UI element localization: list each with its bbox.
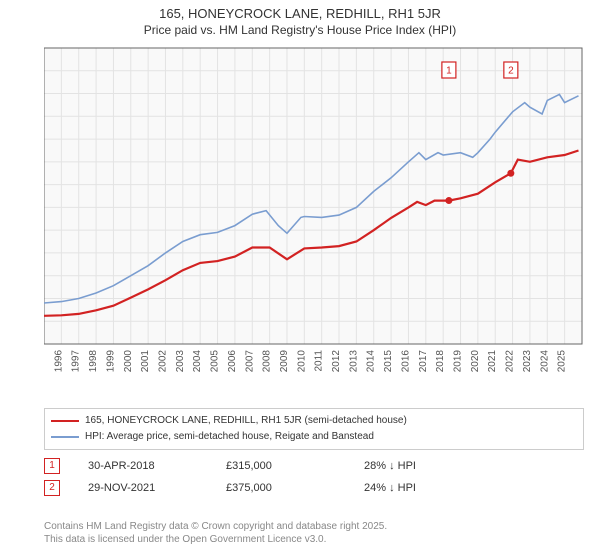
svg-text:1998: 1998 xyxy=(88,350,99,373)
legend-label-0: 165, HONEYCROCK LANE, REDHILL, RH1 5JR (… xyxy=(85,413,407,429)
svg-text:2011: 2011 xyxy=(314,350,325,372)
svg-text:2025: 2025 xyxy=(557,350,568,373)
svg-text:2021: 2021 xyxy=(487,350,498,373)
credits-line1: Contains HM Land Registry data © Crown c… xyxy=(44,520,387,533)
svg-text:2016: 2016 xyxy=(400,350,411,373)
trade-num-box-0: 1 xyxy=(44,458,60,474)
svg-text:2013: 2013 xyxy=(348,350,359,373)
svg-text:2: 2 xyxy=(508,66,514,77)
svg-text:1999: 1999 xyxy=(105,350,116,373)
trade-price-0: £315,000 xyxy=(226,460,336,472)
svg-text:2001: 2001 xyxy=(140,350,151,373)
trade-diff-1: 24% ↓ HPI xyxy=(364,482,474,494)
svg-text:1997: 1997 xyxy=(71,350,82,373)
svg-text:2008: 2008 xyxy=(262,350,273,373)
svg-text:2003: 2003 xyxy=(175,350,186,373)
trade-row-1: 2 29-NOV-2021 £375,000 24% ↓ HPI xyxy=(44,480,584,496)
svg-text:2005: 2005 xyxy=(210,350,221,373)
legend: 165, HONEYCROCK LANE, REDHILL, RH1 5JR (… xyxy=(44,408,584,450)
svg-text:2007: 2007 xyxy=(244,350,255,373)
svg-text:2002: 2002 xyxy=(157,350,168,373)
svg-text:2000: 2000 xyxy=(123,350,134,373)
svg-text:1995: 1995 xyxy=(44,350,47,373)
legend-swatch-0 xyxy=(51,420,79,422)
trades-table: 1 30-APR-2018 £315,000 28% ↓ HPI 2 29-NO… xyxy=(44,452,584,502)
trade-date-1: 29-NOV-2021 xyxy=(88,482,198,494)
svg-text:2018: 2018 xyxy=(435,350,446,373)
svg-text:1: 1 xyxy=(446,66,452,77)
trade-row-0: 1 30-APR-2018 £315,000 28% ↓ HPI xyxy=(44,458,584,474)
svg-text:2022: 2022 xyxy=(505,350,516,373)
svg-text:2020: 2020 xyxy=(470,350,481,373)
chart-title: 165, HONEYCROCK LANE, REDHILL, RH1 5JR xyxy=(0,6,600,23)
svg-text:2019: 2019 xyxy=(453,350,464,373)
svg-text:2017: 2017 xyxy=(418,350,429,373)
svg-text:2012: 2012 xyxy=(331,350,342,373)
trade-diff-0: 28% ↓ HPI xyxy=(364,460,474,472)
svg-text:2006: 2006 xyxy=(227,350,238,373)
legend-row-0: 165, HONEYCROCK LANE, REDHILL, RH1 5JR (… xyxy=(51,413,577,429)
svg-text:2024: 2024 xyxy=(539,350,550,373)
chart-subtitle: Price paid vs. HM Land Registry's House … xyxy=(0,23,600,39)
legend-row-1: HPI: Average price, semi-detached house,… xyxy=(51,429,577,445)
credits: Contains HM Land Registry data © Crown c… xyxy=(44,520,387,546)
credits-line2: This data is licensed under the Open Gov… xyxy=(44,533,387,546)
legend-label-1: HPI: Average price, semi-detached house,… xyxy=(85,429,374,445)
svg-text:2009: 2009 xyxy=(279,350,290,373)
trade-price-1: £375,000 xyxy=(226,482,336,494)
title-block: 165, HONEYCROCK LANE, REDHILL, RH1 5JR P… xyxy=(0,0,600,38)
chart-container: 165, HONEYCROCK LANE, REDHILL, RH1 5JR P… xyxy=(0,0,600,560)
svg-text:2015: 2015 xyxy=(383,350,394,373)
svg-text:2004: 2004 xyxy=(192,350,203,373)
legend-box: 165, HONEYCROCK LANE, REDHILL, RH1 5JR (… xyxy=(44,408,584,450)
svg-text:2010: 2010 xyxy=(296,350,307,373)
chart-svg: £0£50K£100K£150K£200K£250K£300K£350K£400… xyxy=(44,44,584,374)
svg-text:1996: 1996 xyxy=(53,350,64,373)
legend-swatch-1 xyxy=(51,436,79,438)
svg-text:2014: 2014 xyxy=(366,350,377,373)
svg-text:2023: 2023 xyxy=(522,350,533,373)
trade-date-0: 30-APR-2018 xyxy=(88,460,198,472)
trade-num-box-1: 2 xyxy=(44,480,60,496)
